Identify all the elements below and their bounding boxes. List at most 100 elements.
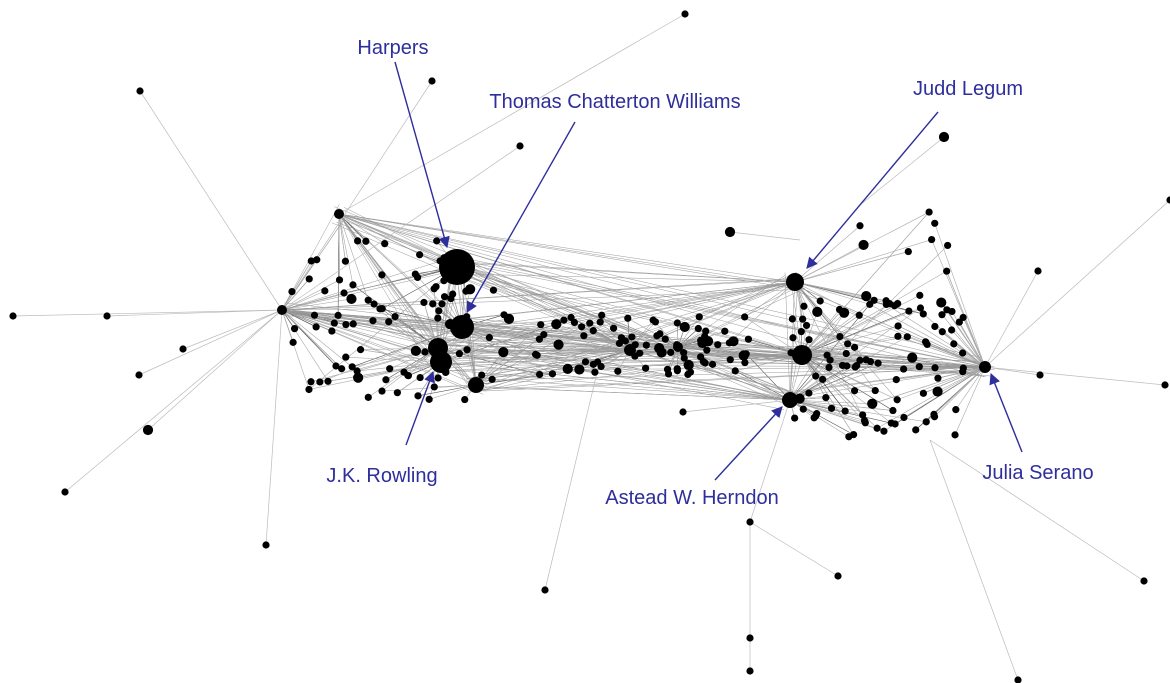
node <box>450 315 474 339</box>
node <box>354 237 362 245</box>
edge <box>869 304 986 368</box>
node <box>683 359 694 371</box>
node <box>478 371 486 379</box>
node <box>944 241 952 250</box>
node <box>440 293 449 301</box>
node <box>838 361 847 370</box>
edge <box>345 356 442 363</box>
node <box>535 335 543 343</box>
edge <box>338 213 385 244</box>
node <box>842 349 850 358</box>
node <box>462 287 470 295</box>
node <box>741 358 749 367</box>
edge <box>984 366 1041 376</box>
node <box>788 315 796 323</box>
edge <box>284 302 679 348</box>
edge <box>281 257 452 311</box>
node <box>673 342 683 352</box>
edge <box>338 213 812 346</box>
node <box>955 318 963 326</box>
node <box>461 395 469 404</box>
edge <box>801 288 986 368</box>
node <box>938 328 946 336</box>
node <box>894 300 902 308</box>
edge <box>749 521 839 577</box>
edge <box>794 225 861 283</box>
node <box>850 387 859 395</box>
node <box>356 346 365 354</box>
node <box>342 353 350 361</box>
node <box>867 398 878 409</box>
annotation-label: Astead W. Herndon <box>605 487 778 509</box>
node <box>541 586 549 594</box>
node <box>782 392 798 408</box>
edge <box>139 90 283 311</box>
node <box>316 378 324 386</box>
node <box>553 339 564 350</box>
node <box>938 131 950 143</box>
node <box>903 333 911 341</box>
edge <box>744 316 803 356</box>
edge <box>789 399 892 424</box>
edge <box>451 270 679 348</box>
edge <box>953 343 986 368</box>
edge <box>343 266 458 294</box>
node <box>1014 676 1022 683</box>
edge <box>281 260 312 311</box>
edge <box>338 213 433 356</box>
node <box>421 348 429 356</box>
node <box>385 318 393 326</box>
edge <box>459 320 986 368</box>
node <box>907 352 918 363</box>
node <box>364 296 372 304</box>
node <box>900 365 908 373</box>
node <box>893 396 901 404</box>
edge <box>682 399 791 413</box>
node <box>435 307 443 315</box>
edge <box>437 275 458 349</box>
node <box>900 413 908 422</box>
node <box>498 346 509 358</box>
annotation-label: Harpers <box>357 37 428 59</box>
edge <box>338 213 463 327</box>
edge <box>281 309 310 390</box>
node <box>434 314 442 322</box>
edge <box>338 213 340 280</box>
edge <box>629 349 995 367</box>
node <box>679 408 687 416</box>
edge <box>265 309 283 546</box>
node <box>742 350 750 358</box>
edge <box>443 338 631 351</box>
edge <box>338 213 354 285</box>
node <box>874 359 882 367</box>
edge <box>338 213 807 355</box>
edge <box>931 239 986 368</box>
edge <box>789 283 795 401</box>
node <box>598 311 606 319</box>
annotation-label: Judd Legum <box>913 78 1023 100</box>
edge <box>677 288 796 348</box>
node <box>827 404 836 412</box>
node <box>533 351 541 359</box>
edge <box>954 366 986 435</box>
nodes <box>9 10 1170 683</box>
node <box>667 348 675 357</box>
node <box>378 387 386 395</box>
node <box>851 343 859 351</box>
node <box>694 324 702 333</box>
edge <box>106 309 283 317</box>
node <box>277 305 287 315</box>
edge <box>338 213 799 290</box>
node <box>581 358 590 366</box>
node <box>428 77 436 85</box>
node <box>135 371 143 379</box>
edge <box>429 384 477 400</box>
edge <box>430 346 679 355</box>
node <box>856 356 864 364</box>
node <box>332 362 340 370</box>
node <box>931 219 939 227</box>
node <box>930 413 939 421</box>
edge <box>801 354 855 391</box>
node <box>614 367 622 375</box>
